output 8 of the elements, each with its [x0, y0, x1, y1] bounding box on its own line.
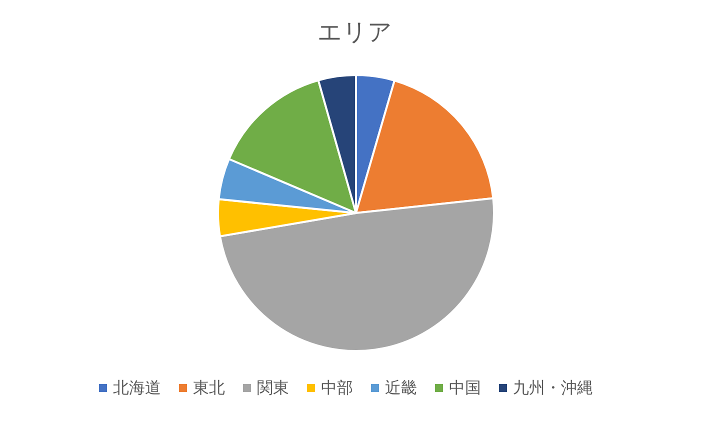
- legend-label: 北海道: [113, 378, 161, 397]
- legend-label: 東北: [193, 378, 225, 397]
- legend-label: 中国: [449, 378, 481, 397]
- legend-label: 関東: [257, 378, 289, 397]
- legend-label: 九州・沖縄: [513, 378, 593, 397]
- legend-label: 中部: [321, 378, 353, 397]
- legend-label: 近畿: [385, 378, 417, 397]
- chart-title: エリア: [318, 18, 392, 46]
